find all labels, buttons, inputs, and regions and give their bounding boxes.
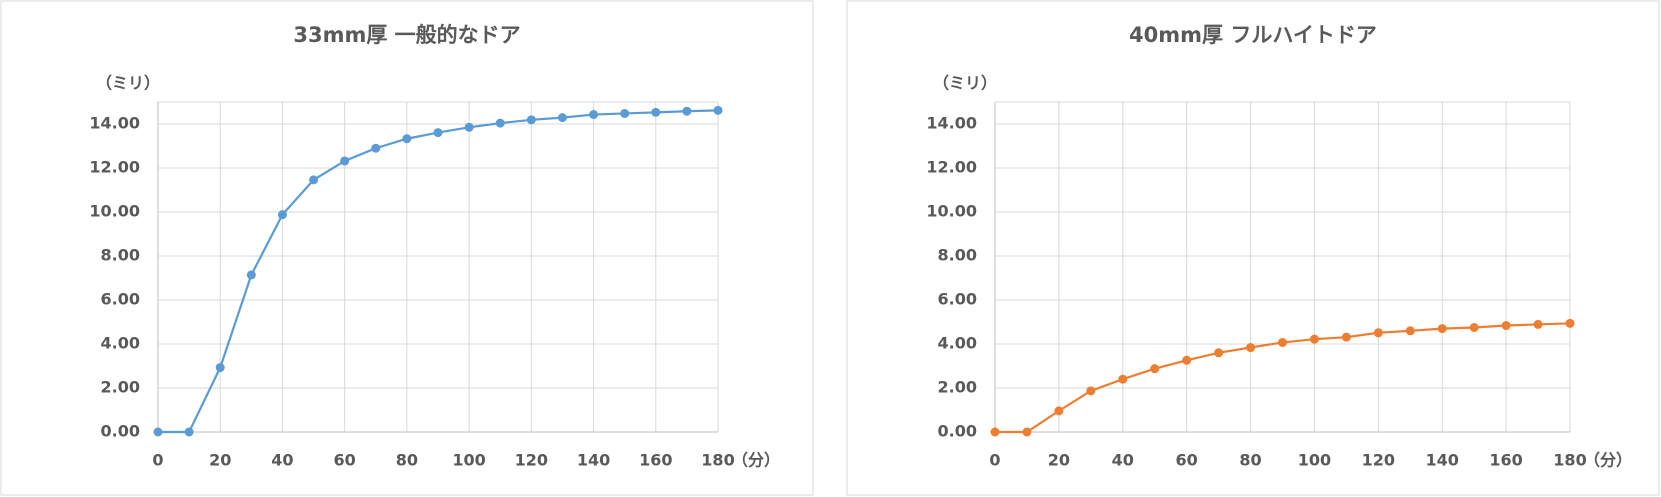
y-tick-label: 8.00 [938, 246, 977, 265]
x-axis-label: （分） [732, 451, 780, 470]
x-tick-label: 140 [1426, 451, 1459, 470]
x-tick-label: 100 [1298, 451, 1331, 470]
data-point [990, 427, 1000, 437]
data-point [1086, 386, 1096, 396]
data-point [340, 156, 350, 166]
y-axis-label: （ミリ） [933, 74, 997, 93]
y-tick-label: 2.00 [101, 378, 140, 397]
data-point [371, 143, 381, 153]
x-tick-label: 160 [639, 451, 672, 470]
x-tick-label: 160 [1489, 451, 1522, 470]
x-tick-label: 60 [1176, 451, 1198, 470]
y-axis-label: （ミリ） [96, 74, 160, 93]
data-point [713, 105, 723, 115]
data-point [1565, 318, 1575, 328]
x-axis-label: （分） [1584, 451, 1632, 470]
data-point [1501, 321, 1511, 331]
data-point [1373, 328, 1383, 338]
data-point [1533, 319, 1543, 329]
data-point [246, 270, 256, 280]
data-point [589, 110, 599, 120]
data-point [464, 122, 474, 132]
data-point [153, 427, 163, 437]
data-point [309, 175, 319, 185]
data-point [651, 107, 661, 117]
chart-title: 40mm厚 フルハイトドア [1129, 23, 1377, 47]
data-point [1182, 355, 1192, 365]
data-point [433, 128, 443, 138]
x-tick-label: 180 [1553, 451, 1586, 470]
data-point [557, 113, 567, 123]
y-tick-label: 4.00 [938, 334, 977, 353]
x-tick-label: 100 [452, 451, 485, 470]
y-tick-label: 6.00 [101, 290, 140, 309]
x-tick-label: 120 [1362, 451, 1395, 470]
data-point [1405, 326, 1415, 336]
x-tick-label: 20 [209, 451, 231, 470]
data-point [682, 106, 692, 116]
data-point [1278, 337, 1287, 347]
data-point [1054, 406, 1064, 416]
x-tick-label: 120 [515, 451, 548, 470]
data-point [402, 134, 412, 144]
y-tick-label: 0.00 [938, 422, 977, 441]
y-tick-label: 10.00 [89, 202, 140, 221]
y-tick-label: 6.00 [938, 290, 977, 309]
y-tick-label: 0.00 [101, 422, 140, 441]
data-point [215, 363, 225, 373]
data-point [184, 427, 194, 437]
x-tick-label: 80 [396, 451, 418, 470]
y-tick-label: 14.00 [926, 114, 977, 133]
y-tick-label: 12.00 [926, 158, 977, 177]
data-point [1437, 324, 1447, 334]
x-tick-label: 40 [1112, 451, 1134, 470]
panel [846, 0, 1660, 496]
data-point [620, 108, 630, 118]
data-point [1118, 374, 1128, 384]
y-tick-label: 8.00 [101, 246, 140, 265]
x-tick-label: 0 [989, 451, 1000, 470]
x-tick-label: 180 [701, 451, 734, 470]
data-point [495, 118, 505, 128]
data-point [1246, 343, 1256, 353]
y-tick-label: 4.00 [101, 334, 140, 353]
chart-title: 33mm厚 一般的なドア [293, 23, 520, 47]
data-point [1309, 334, 1319, 344]
x-tick-label: 40 [271, 451, 293, 470]
y-tick-label: 10.00 [926, 202, 977, 221]
x-tick-label: 140 [577, 451, 610, 470]
data-point [1214, 348, 1224, 358]
y-tick-label: 14.00 [89, 114, 140, 133]
x-tick-label: 0 [152, 451, 163, 470]
data-point [526, 115, 536, 125]
data-point [1022, 427, 1032, 437]
data-point [1469, 323, 1479, 332]
y-tick-label: 2.00 [938, 378, 977, 397]
y-tick-label: 12.00 [89, 158, 140, 177]
x-tick-label: 60 [334, 451, 356, 470]
data-point [1341, 332, 1351, 342]
x-tick-label: 80 [1239, 451, 1261, 470]
data-point [277, 210, 287, 220]
x-tick-label: 20 [1048, 451, 1070, 470]
data-point [1150, 364, 1160, 374]
